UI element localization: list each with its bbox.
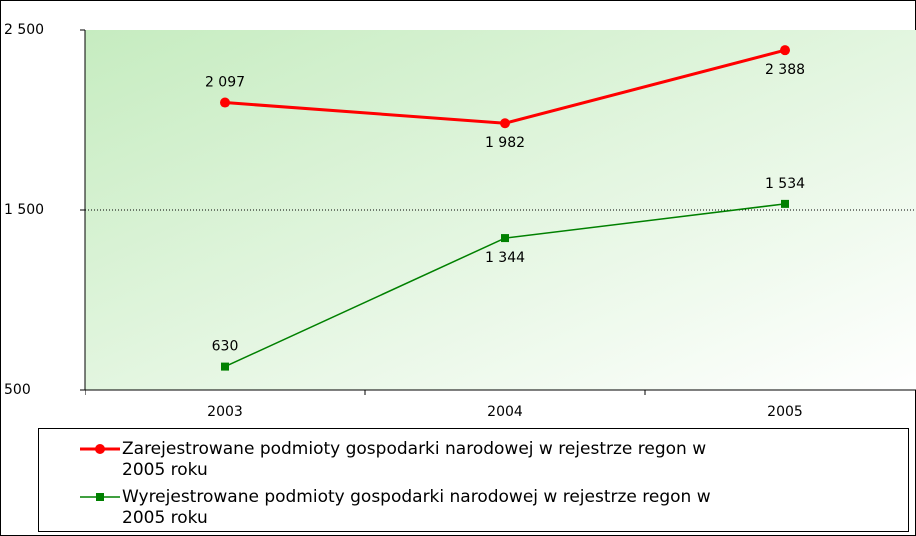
value-label: 630: [212, 339, 239, 355]
value-label: 1 982: [485, 135, 525, 151]
legend-label: Zarejestrowane podmioty gospodarki narod…: [122, 439, 706, 480]
y-tick-label: 1 500: [4, 202, 44, 218]
value-label: 2 097: [205, 75, 245, 91]
x-tick-label: 2005: [767, 404, 803, 420]
legend-marker: [96, 493, 104, 501]
x-tick-label: 2004: [487, 404, 523, 420]
point: [220, 97, 230, 108]
y-tick-label: 500: [4, 382, 31, 398]
point: [780, 45, 790, 56]
legend-marker: [95, 444, 105, 454]
point: [781, 199, 789, 208]
value-label: 1 344: [485, 250, 525, 266]
legend: [38, 428, 909, 532]
x-tick-label: 2003: [207, 404, 243, 420]
value-label: 1 534: [765, 176, 805, 192]
legend-label: Wyrejestrowane podmioty gospodarki narod…: [122, 487, 711, 528]
value-label: 2 388: [765, 62, 805, 78]
point: [221, 362, 229, 371]
point: [501, 234, 509, 243]
categories: [85, 390, 646, 395]
y-tick-label: 2 500: [4, 22, 44, 38]
point: [500, 118, 510, 129]
